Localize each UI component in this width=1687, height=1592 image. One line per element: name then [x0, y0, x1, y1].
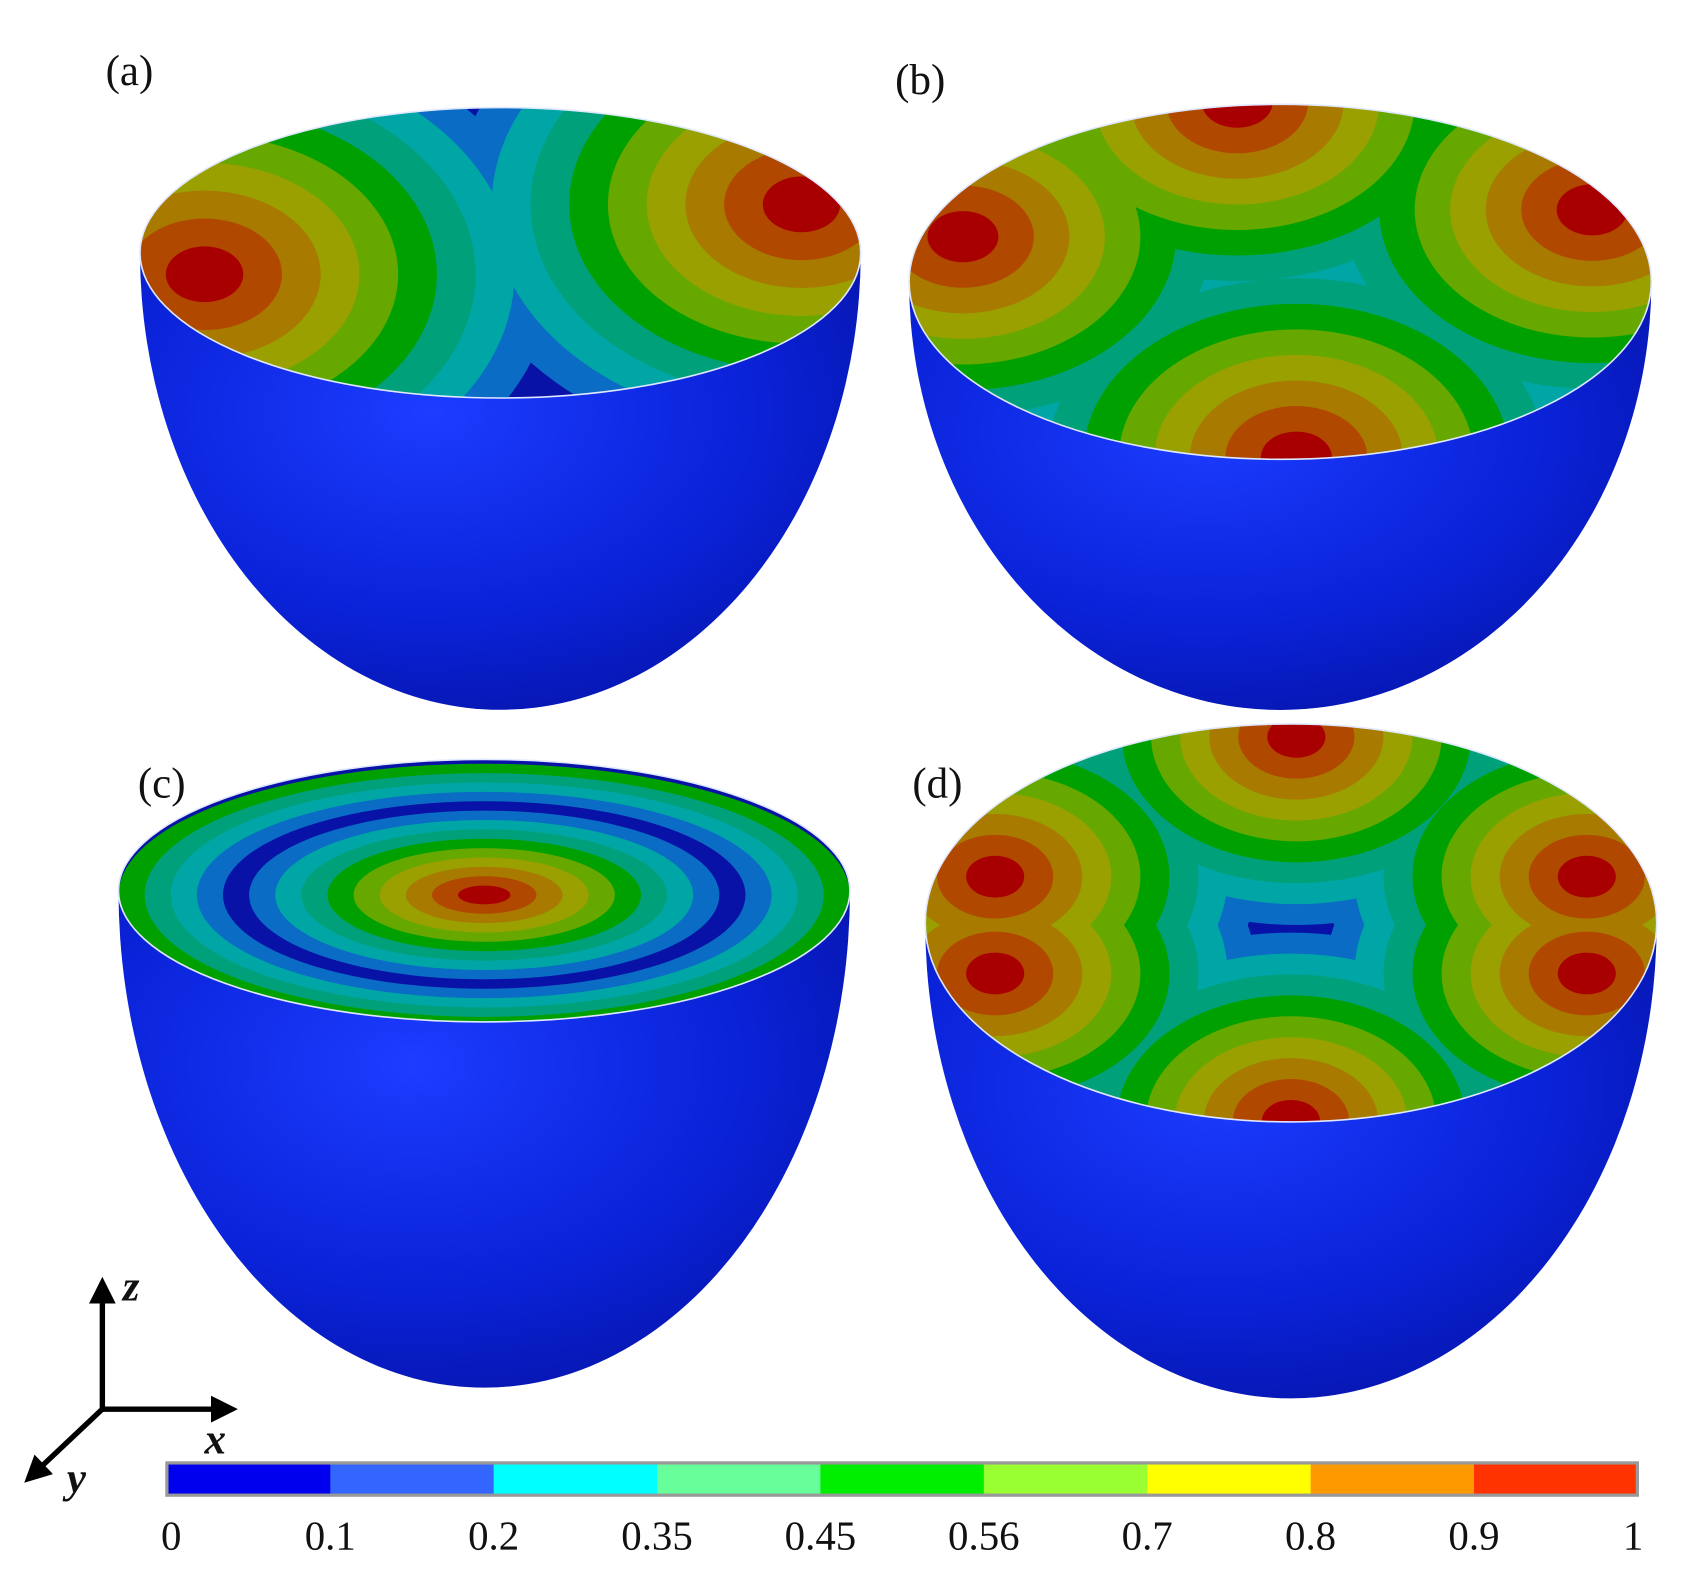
- rim: [139, 106, 862, 399]
- contour-band: [1166, 104, 1309, 154]
- contour-top: [118, 759, 850, 1022]
- colorbar-segment: [166, 1462, 331, 1496]
- colorbar-tick-label: 1: [1623, 1514, 1643, 1559]
- contour-top: [925, 723, 1657, 1122]
- contour-band: [1201, 104, 1273, 128]
- rim: [117, 758, 851, 1023]
- panel-label: (a): [106, 48, 154, 95]
- contour-band: [1557, 855, 1616, 898]
- colorbar-segment: [1473, 1462, 1638, 1496]
- colorbar-tick-label: 0.2: [468, 1514, 519, 1559]
- colorbar-segment: [493, 1462, 658, 1496]
- colorbar-tick-label: 0.1: [305, 1514, 356, 1559]
- contour-band: [966, 952, 1025, 995]
- colorbar-tick-label: 0: [161, 1514, 181, 1559]
- colorbar-tick-label: 0.35: [621, 1514, 693, 1559]
- contour-band: [1267, 723, 1326, 758]
- z-label: z: [121, 1264, 140, 1311]
- colorbar-frame: [165, 1461, 1639, 1497]
- colorbar-segment: [983, 1462, 1148, 1496]
- colorbar-tick-label: 0.7: [1122, 1514, 1173, 1559]
- hemisphere: [924, 723, 1658, 1399]
- panel-label: (c): [138, 760, 186, 807]
- colorbar: 0 0.1 0.2 0.35 0.45 0.56 0.7 0.8 0.9 1: [161, 1461, 1643, 1559]
- colorbar-segment: [1147, 1462, 1312, 1496]
- contour-band: [165, 246, 244, 303]
- colorbar-segment: [1310, 1462, 1475, 1496]
- colorbar-tick-label: 0.9: [1448, 1514, 1499, 1559]
- colorbar-tick-label: 0.8: [1285, 1514, 1336, 1559]
- hemisphere: [139, 106, 862, 710]
- rim: [908, 103, 1653, 461]
- colorbar-segment: [330, 1462, 495, 1496]
- contour-band: [762, 176, 841, 233]
- contour-band: [927, 211, 999, 263]
- panel-label: (d): [912, 760, 962, 807]
- bowl: [118, 890, 850, 1388]
- x-label: x: [204, 1416, 227, 1463]
- contour-band: [458, 885, 511, 905]
- contour-band: [1557, 952, 1616, 995]
- colorbar-tick-label: 0.45: [785, 1514, 857, 1559]
- contour-band: [1130, 104, 1344, 179]
- colorbar-segment: [657, 1462, 821, 1496]
- y-arrow: [24, 1406, 106, 1483]
- panels: [117, 103, 1658, 1399]
- hemisphere: [117, 758, 851, 1388]
- panel-label: (b): [895, 57, 945, 104]
- axis-triad: z x y: [24, 1264, 238, 1502]
- colorbar-segment: [820, 1462, 985, 1496]
- contour-band: [1260, 431, 1332, 460]
- contour-band: [966, 855, 1025, 898]
- y-label: y: [62, 1455, 87, 1502]
- contour-band: [1261, 1099, 1321, 1122]
- colorbar-tick-label: 0.56: [948, 1514, 1020, 1559]
- rim: [924, 723, 1658, 1123]
- contour-band: [1556, 184, 1628, 236]
